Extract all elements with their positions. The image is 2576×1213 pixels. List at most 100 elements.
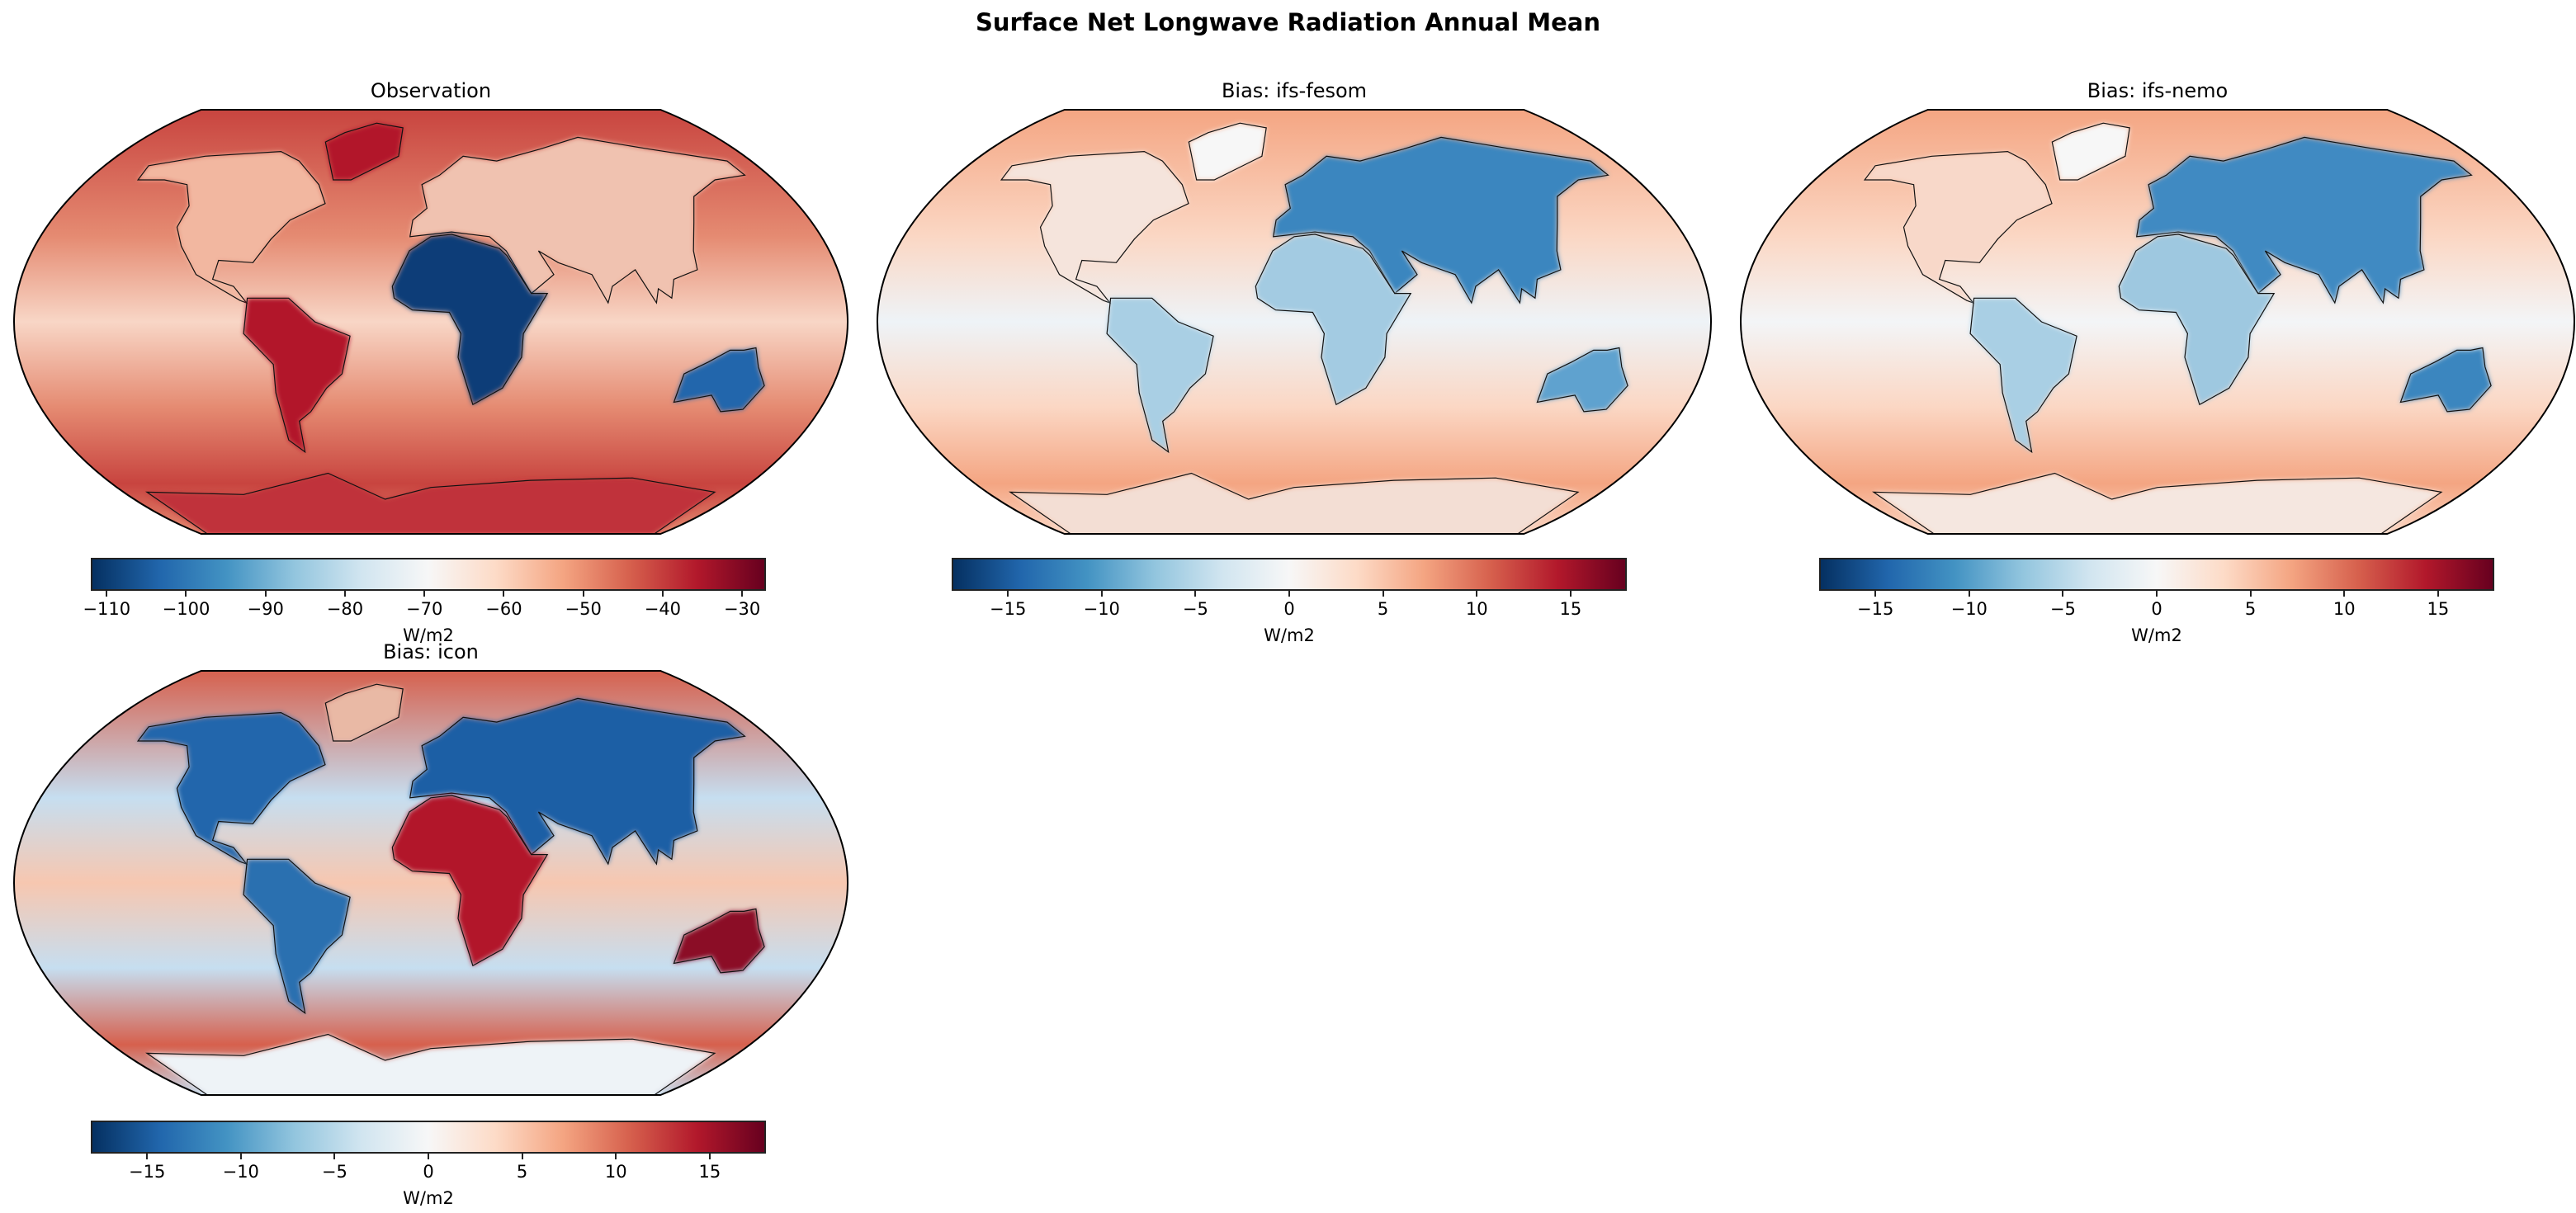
colorbar-tick-label: −50 xyxy=(565,599,602,619)
land-na xyxy=(138,151,325,304)
land-australia xyxy=(674,909,765,973)
colorbar-gradient xyxy=(91,1121,766,1154)
land-sa xyxy=(1970,298,2077,452)
coastline-sa xyxy=(1106,297,1214,454)
colorbar-tick-label: −30 xyxy=(723,599,761,619)
colorbar-tick-label: −15 xyxy=(1856,599,1894,619)
colorbar-tick xyxy=(2343,589,2346,597)
coastline-greenland xyxy=(2051,122,2130,181)
colorbar-tick xyxy=(1194,589,1197,597)
colorbar-tick xyxy=(1476,589,1478,597)
colorbar-tick-label: 15 xyxy=(698,1162,721,1182)
colorbar-tick-label: 5 xyxy=(516,1162,528,1182)
coastline-africa xyxy=(391,234,549,406)
colorbar-tick xyxy=(1382,589,1384,597)
colorbar-tick-label: 5 xyxy=(2244,599,2257,619)
map-2 xyxy=(1740,109,2575,535)
coastline-antarctica xyxy=(1872,472,2443,534)
colorbar-label: W/m2 xyxy=(2131,625,2182,645)
coastline-sa xyxy=(1969,297,2077,454)
colorbar-tick xyxy=(239,1152,242,1159)
colorbar-tick xyxy=(1874,589,1877,597)
land-antarctica xyxy=(1874,473,2441,534)
land-na xyxy=(138,712,325,865)
coastline-australia xyxy=(2399,347,2492,413)
colorbar-tick xyxy=(708,1152,711,1159)
colorbar-tick-label: −5 xyxy=(2049,599,2076,619)
coastline-na xyxy=(136,711,326,866)
map-outline xyxy=(1740,109,2575,535)
colorbar-tick-label: −100 xyxy=(162,599,210,619)
colorbar-tick xyxy=(428,1152,429,1159)
land-eurasia xyxy=(1273,137,1609,304)
land-australia xyxy=(1537,347,1628,412)
colorbar-tick xyxy=(582,589,584,597)
colorbar-tick xyxy=(343,589,346,597)
colorbar-tick-label: −10 xyxy=(1950,599,1988,619)
coastline-africa xyxy=(1255,234,1412,406)
colorbar-tick-label: 0 xyxy=(1283,599,1295,619)
land-australia xyxy=(2400,347,2492,412)
coastline-sa xyxy=(243,297,351,454)
colorbar-tick xyxy=(741,589,744,597)
colorbar-gradient xyxy=(952,558,1627,591)
colorbar-tick-label: 10 xyxy=(1465,599,1488,619)
colorbar-tick xyxy=(1968,589,1970,597)
colorbar-tick-label: 15 xyxy=(1559,599,1582,619)
coastline-africa xyxy=(391,795,549,967)
map-1 xyxy=(877,109,1712,535)
colorbar-tick xyxy=(2156,589,2158,597)
colorbar-tick xyxy=(1288,589,1290,597)
coastline-na xyxy=(136,150,326,304)
colorbar-gradient xyxy=(1819,558,2494,591)
colorbar-tick-label: −10 xyxy=(1083,599,1120,619)
colorbar-tick-label: 5 xyxy=(1377,599,1389,619)
coastline-na xyxy=(1000,150,1189,304)
map-0 xyxy=(13,109,848,535)
coastline-eurasia xyxy=(409,136,746,304)
land-na xyxy=(1001,151,1189,304)
land-greenland xyxy=(325,684,404,741)
colorbar-tick-label: −15 xyxy=(128,1162,166,1182)
colorbar-tick xyxy=(1100,589,1103,597)
land-greenland xyxy=(1189,123,1267,180)
colorbar-tick xyxy=(615,1152,617,1159)
colorbar-gradient xyxy=(91,558,766,591)
land-greenland xyxy=(2052,123,2130,180)
colorbar-tick-label: −90 xyxy=(247,599,284,619)
colorbar-label: W/m2 xyxy=(403,1188,454,1208)
colorbar-tick-label: −70 xyxy=(406,599,443,619)
land-africa xyxy=(392,795,548,966)
land-africa xyxy=(1255,234,1411,405)
land-sa xyxy=(1107,298,1214,452)
coastline-greenland xyxy=(324,683,404,742)
land-eurasia xyxy=(409,137,745,304)
colorbar-tick-label: 15 xyxy=(2427,599,2450,619)
colorbar-tick xyxy=(2249,589,2252,597)
colorbar-tick-label: −80 xyxy=(326,599,364,619)
coastline-greenland xyxy=(1188,122,1267,181)
land-antarctica xyxy=(1010,473,1578,534)
colorbar-tick-label: −40 xyxy=(644,599,682,619)
land-sa xyxy=(243,298,351,452)
colorbar-tick xyxy=(264,589,267,597)
colorbar-tick-label: 10 xyxy=(604,1162,627,1182)
colorbar-tick xyxy=(2062,589,2064,597)
map-outline xyxy=(877,109,1712,535)
coastline-eurasia xyxy=(1272,136,1609,304)
colorbar-tick xyxy=(146,1152,149,1159)
colorbar-tick-label: 0 xyxy=(2151,599,2162,619)
colorbar-tick-label: −110 xyxy=(83,599,131,619)
colorbar-tick-label: −10 xyxy=(222,1162,259,1182)
coastline-sa xyxy=(243,858,351,1015)
colorbar-tick xyxy=(503,589,505,597)
land-na xyxy=(1865,151,2052,304)
colorbar-tick xyxy=(106,589,108,597)
colorbar-tick xyxy=(661,589,664,597)
land-greenland xyxy=(325,123,404,180)
map-3 xyxy=(13,670,848,1096)
colorbar-tick xyxy=(2437,589,2439,597)
land-africa xyxy=(2119,234,2275,405)
colorbar-tick xyxy=(423,589,426,597)
coastline-australia xyxy=(1536,347,1628,413)
